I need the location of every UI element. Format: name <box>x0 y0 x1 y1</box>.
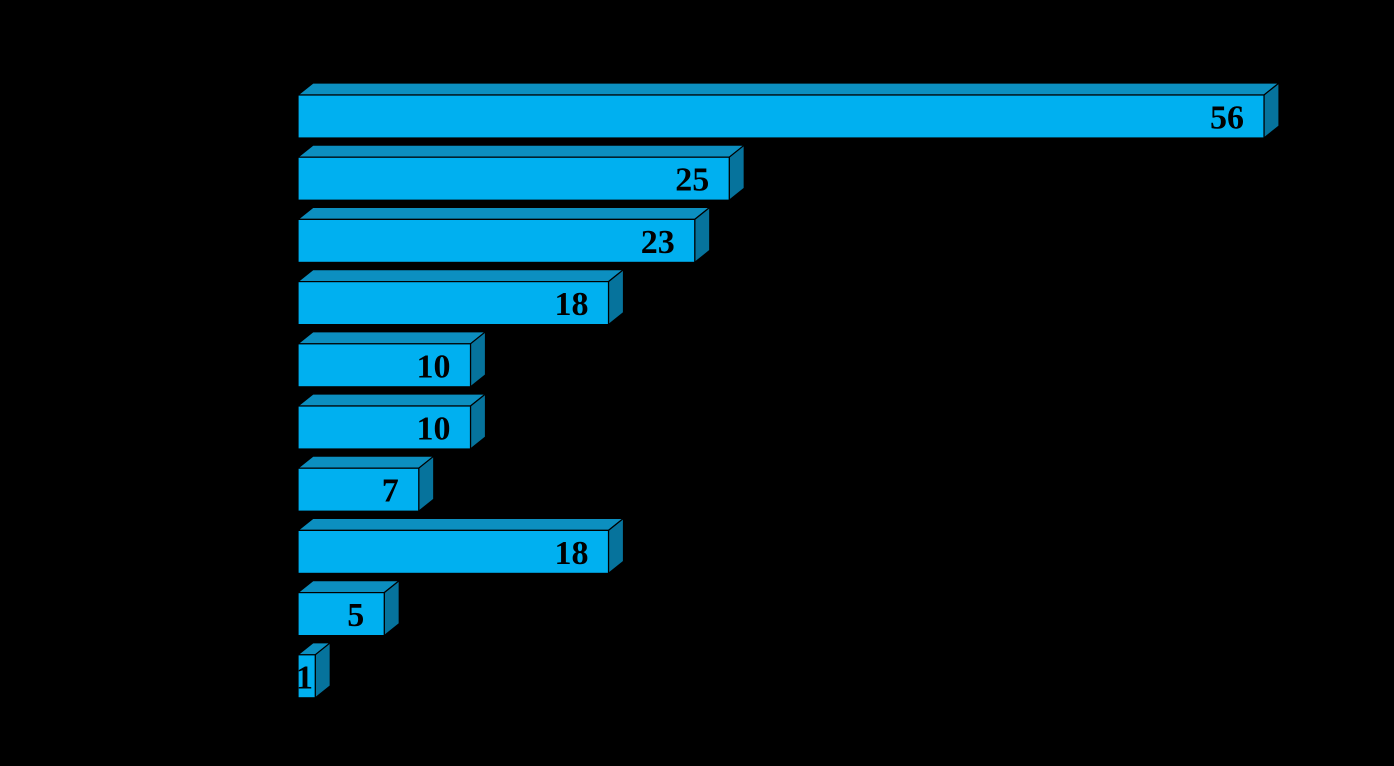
bar-front-face <box>297 529 610 575</box>
bar-front-face <box>297 467 420 512</box>
bar-front-face <box>297 218 696 263</box>
bar-top-face <box>296 579 401 594</box>
bar: 25 <box>296 143 746 202</box>
bar-front-face <box>297 591 385 637</box>
bar: 7 <box>296 454 436 513</box>
bar: 23 <box>296 206 712 264</box>
bar: 18 <box>296 268 626 326</box>
bar: 18 <box>296 517 626 575</box>
bar-value-label: 5 <box>347 597 364 634</box>
bar-value-label: 23 <box>641 224 675 261</box>
bar-top-face <box>296 206 712 220</box>
bar-top-face <box>296 269 626 283</box>
bar-value-label: 25 <box>675 162 709 199</box>
bar-front-face <box>297 654 316 699</box>
bar-front-face <box>297 94 1265 139</box>
bar-value-label: 7 <box>382 473 399 510</box>
bar-top-face <box>296 144 746 158</box>
bar-front-face <box>297 405 472 450</box>
bar-top-face <box>296 517 626 532</box>
bar-value-label: 10 <box>417 348 451 385</box>
bar: 10 <box>296 392 488 451</box>
bar: 56 <box>296 81 1281 140</box>
bar-top-face <box>296 455 436 469</box>
bar: 1 <box>296 641 332 700</box>
bar-value-label: 1 <box>296 659 313 696</box>
bar-value-label: 18 <box>555 535 589 572</box>
bar-value-label: 10 <box>417 411 451 448</box>
bar-front-face <box>297 343 472 388</box>
bar-top-face <box>296 331 488 345</box>
bar: 5 <box>296 579 401 637</box>
bar: 10 <box>296 330 488 389</box>
bar-value-label: 56 <box>1210 100 1244 137</box>
bar-front-face <box>297 281 610 326</box>
bar-front-face <box>297 156 730 201</box>
bar-top-face <box>296 393 488 407</box>
bar-top-face <box>296 82 1281 96</box>
bar-value-label: 18 <box>555 286 589 323</box>
